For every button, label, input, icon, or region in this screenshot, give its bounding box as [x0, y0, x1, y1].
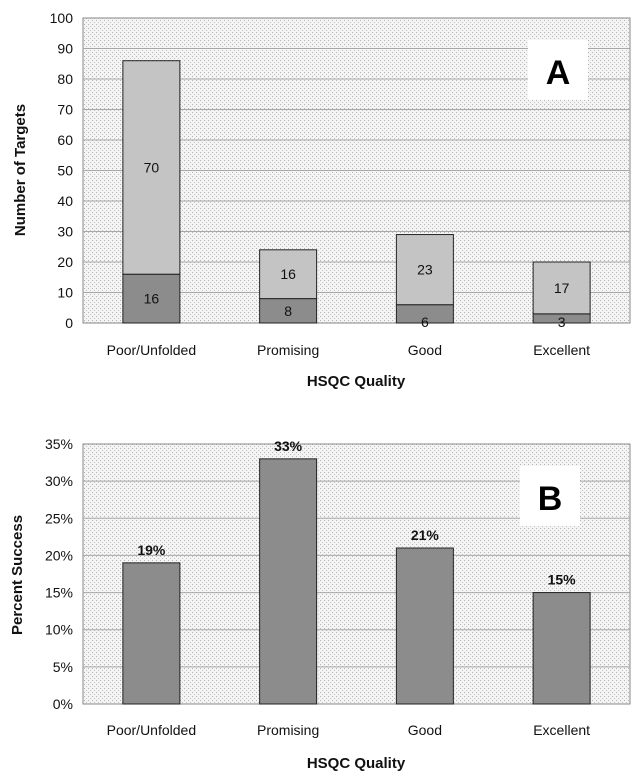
bar-good: [395, 547, 454, 705]
bar-poor-unfolded: [122, 562, 181, 705]
bar-excellent: [532, 592, 591, 705]
chart-a: 0 10 20 30 40 50 60 70 80 90 100 16 70 8 16 6 23 3 17 Poo…: [12, 10, 631, 390]
bar-promising-segment-2: [259, 249, 318, 300]
y-tick-label: 30%: [45, 473, 73, 489]
y-tick-label: 20%: [45, 547, 73, 563]
x-tick-label: Poor/Unfolded: [107, 722, 197, 738]
data-label: 70: [144, 159, 160, 175]
x-tick-label: Promising: [257, 722, 319, 738]
bar-excellent-segment-2: [532, 261, 591, 315]
x-tick-label: Good: [408, 342, 442, 358]
x-tick-label: Promising: [257, 342, 319, 358]
y-tick-label: 40: [57, 193, 73, 209]
y-tick-label: 10%: [45, 622, 73, 638]
chart-b: 0% 5% 10% 15% 20% 25% 30% 35% 19% 33% 21% 15% Poor…: [9, 436, 631, 772]
data-label: 8: [284, 303, 292, 319]
y-axis-title-a: Number of Targets: [12, 104, 29, 236]
y-tick-label: 80: [57, 71, 73, 87]
bars-a: 16 70 8 16 6 23 3 17: [122, 60, 591, 330]
data-label: 17: [554, 280, 570, 296]
y-tick-label: 10: [57, 285, 73, 301]
data-label: 15%: [548, 572, 577, 588]
x-tick-label: Good: [408, 722, 442, 738]
y-tick-label: 20: [57, 254, 73, 270]
panel-label-b: B: [538, 480, 563, 518]
panel-label-box-b: [520, 466, 580, 526]
data-label: 16: [144, 291, 160, 307]
y-ticks-b: 0% 5% 10% 15% 20% 25% 30% 35%: [45, 436, 73, 712]
panel-label-a: A: [546, 54, 571, 92]
y-tick-label: 100: [50, 10, 74, 26]
y-tick-label: 90: [57, 41, 73, 57]
y-tick-label: 30: [57, 224, 73, 240]
bar-good-segment-2: [395, 234, 454, 306]
y-tick-label: 35%: [45, 436, 73, 452]
y-tick-label: 25%: [45, 510, 73, 526]
data-label: 33%: [274, 438, 303, 454]
data-label: 6: [421, 314, 429, 330]
y-tick-label: 5%: [53, 659, 73, 675]
x-tick-label: Excellent: [533, 342, 590, 358]
y-tick-label: 50: [57, 163, 73, 179]
data-label: 21%: [411, 527, 440, 543]
data-label: 16: [280, 266, 296, 282]
y-tick-label: 15%: [45, 585, 73, 601]
bar-promising: [259, 458, 318, 705]
y-ticks-a: 0 10 20 30 40 50 60 70 80 90 100: [50, 10, 74, 331]
y-axis-title-b: Percent Success: [9, 515, 26, 635]
y-tick-label: 70: [57, 102, 73, 118]
x-axis-title-b: HSQC Quality: [307, 755, 406, 772]
y-tick-label: 0: [65, 315, 73, 331]
x-tick-label: Poor/Unfolded: [107, 342, 197, 358]
bar-poor-unfolded-segment-2: [122, 60, 181, 275]
x-ticks-b: Poor/Unfolded Promising Good Excellent: [107, 722, 591, 738]
y-tick-label: 0%: [53, 696, 73, 712]
x-ticks-a: Poor/Unfolded Promising Good Excellent: [107, 342, 591, 358]
data-label: 3: [558, 314, 566, 330]
bar-promising-segment-1: [259, 298, 318, 324]
data-label: 23: [417, 262, 433, 278]
bar-poor-unfolded-segment-1: [122, 273, 181, 324]
data-label: 19%: [137, 542, 166, 558]
y-tick-label: 60: [57, 132, 73, 148]
x-tick-label: Excellent: [533, 722, 590, 738]
x-axis-title-a: HSQC Quality: [307, 373, 406, 390]
panel-label-box-a: [528, 40, 588, 100]
bars-b: 19% 33% 21% 15%: [122, 438, 591, 705]
